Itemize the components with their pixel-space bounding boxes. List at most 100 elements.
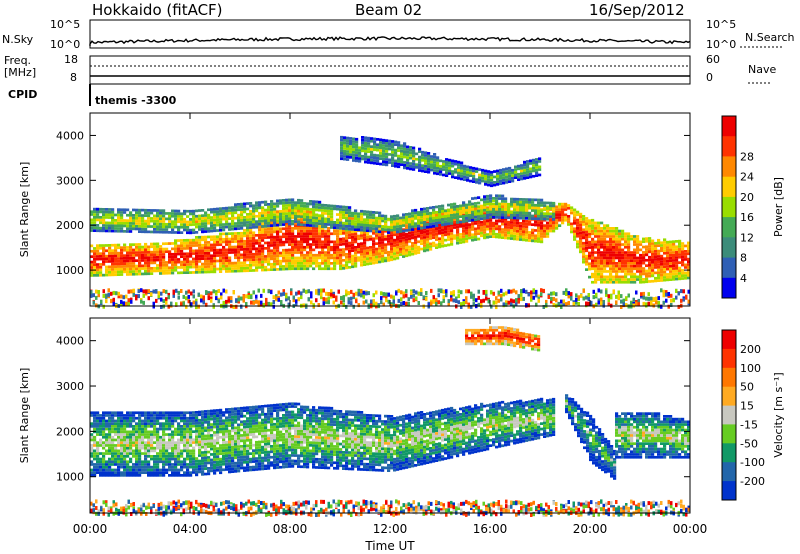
data-cell xyxy=(385,152,389,156)
data-cell xyxy=(520,177,524,181)
data-cell xyxy=(459,241,463,244)
data-cell xyxy=(222,251,226,254)
data-cell xyxy=(444,225,448,228)
data-cell xyxy=(585,262,589,266)
data-cell xyxy=(525,217,529,220)
data-cell xyxy=(327,207,331,210)
data-cell xyxy=(639,248,643,252)
data-cell xyxy=(406,153,410,157)
data-cell xyxy=(213,216,217,219)
data-cell xyxy=(378,252,382,256)
data-cell xyxy=(624,253,628,257)
data-cell xyxy=(684,255,688,259)
data-cell xyxy=(504,217,508,221)
data-cell xyxy=(543,215,547,218)
data-cell xyxy=(441,204,445,208)
data-cell xyxy=(669,272,673,276)
data-cell xyxy=(636,270,640,273)
data-cell xyxy=(438,213,442,216)
data-cell xyxy=(327,243,331,246)
data-cell xyxy=(198,244,202,247)
data-cell xyxy=(348,231,352,234)
data-cell xyxy=(528,239,532,242)
data-cell xyxy=(336,243,340,246)
data-cell xyxy=(340,135,344,139)
data-cell xyxy=(255,260,259,264)
data-cell xyxy=(609,264,613,268)
data-cell xyxy=(597,278,601,281)
data-cell xyxy=(129,256,133,260)
data-cell xyxy=(114,243,118,247)
data-cell xyxy=(352,142,356,146)
data-cell xyxy=(669,256,673,260)
data-cell xyxy=(303,207,307,211)
data-cell xyxy=(318,253,322,257)
data-cell xyxy=(111,218,115,222)
data-cell xyxy=(132,214,136,217)
data-cell xyxy=(280,300,283,304)
data-cell xyxy=(531,214,535,218)
data-cell xyxy=(519,200,523,204)
data-cell xyxy=(439,159,443,163)
data-cell xyxy=(132,288,135,293)
data-cell xyxy=(399,250,403,254)
data-cell xyxy=(390,294,393,299)
data-cell xyxy=(438,245,442,249)
data-cell xyxy=(222,212,226,216)
data-cell xyxy=(481,168,485,172)
data-cell xyxy=(291,209,295,212)
data-cell xyxy=(234,261,238,265)
data-cell xyxy=(138,243,142,246)
data-cell xyxy=(391,156,395,159)
data-cell xyxy=(357,217,361,221)
data-cell xyxy=(96,274,100,277)
data-cell xyxy=(107,292,110,297)
data-cell xyxy=(462,224,466,228)
data-cell xyxy=(511,171,515,175)
data-cell xyxy=(129,251,133,255)
data-cell xyxy=(183,212,187,216)
data-cell xyxy=(147,211,151,215)
data-cell xyxy=(225,209,229,213)
data-cell xyxy=(132,248,136,252)
data-cell xyxy=(513,213,517,217)
data-cell xyxy=(489,219,493,222)
data-cell xyxy=(240,234,244,238)
data-cell xyxy=(474,215,478,219)
data-cell xyxy=(483,212,487,215)
data-cell xyxy=(342,213,346,217)
data-cell xyxy=(342,208,346,211)
data-cell xyxy=(609,259,613,262)
data-cell xyxy=(495,202,499,206)
data-cell xyxy=(411,242,415,245)
data-cell xyxy=(309,208,313,211)
data-cell xyxy=(441,215,445,219)
data-cell xyxy=(519,203,523,207)
data-cell xyxy=(327,217,331,221)
data-cell xyxy=(603,245,607,249)
data-cell xyxy=(330,245,334,249)
data-cell xyxy=(364,144,368,148)
data-cell xyxy=(487,183,491,187)
data-cell xyxy=(258,203,262,207)
data-cell xyxy=(150,256,154,259)
data-cell xyxy=(525,203,529,207)
data-cell xyxy=(499,174,503,177)
data-cell xyxy=(474,204,478,208)
data-cell xyxy=(504,233,508,237)
data-cell xyxy=(396,240,400,244)
data-cell xyxy=(618,229,622,233)
data-cell xyxy=(294,256,298,260)
data-cell xyxy=(516,202,520,206)
data-cell xyxy=(624,251,628,254)
data-cell xyxy=(285,232,289,236)
data-cell xyxy=(390,226,394,229)
data-cell xyxy=(195,244,199,247)
data-cell xyxy=(216,259,220,263)
data-cell xyxy=(267,257,271,261)
data-cell xyxy=(120,265,124,268)
data-cell xyxy=(330,256,334,260)
data-cell xyxy=(396,256,400,260)
data-cell xyxy=(355,291,358,296)
data-cell xyxy=(600,256,604,260)
